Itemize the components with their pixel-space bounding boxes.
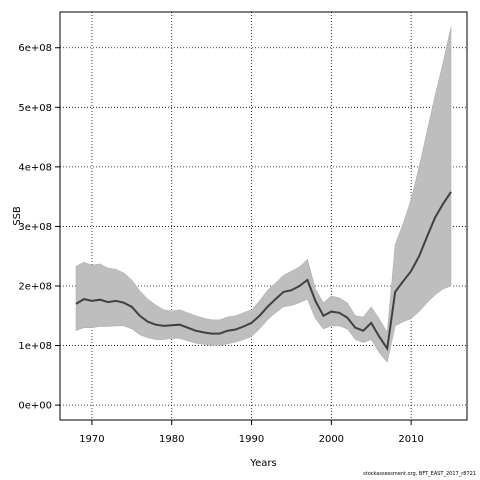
source-note: stockassessment.org, BFT_EAST_2017_r8721 [363, 471, 476, 477]
confidence-band [75, 26, 452, 363]
x-tick-label: 2010 [398, 434, 423, 445]
y-tick-label: 2e+08 [18, 281, 52, 292]
x-tick-label: 1970 [79, 434, 104, 445]
ssb-line [75, 191, 452, 352]
x-axis: 1970 1980 1990 2000 2010 [79, 420, 424, 445]
y-tick-label: 5e+08 [18, 103, 52, 114]
plot-frame [59, 11, 468, 421]
x-tick-label: 1980 [159, 434, 184, 445]
y-tick-label: 1e+08 [18, 341, 52, 352]
y-tick-label: 6e+08 [18, 43, 52, 54]
y-axis: 0e+00 1e+08 2e+08 3e+08 4e+08 5e+08 6e+08 [18, 43, 60, 412]
y-tick-label: 3e+08 [18, 222, 52, 233]
y-axis-title: SSB [12, 206, 23, 226]
x-tick-label: 1990 [239, 434, 264, 445]
x-tick-label: 2000 [319, 434, 344, 445]
y-tick-label: 0e+00 [18, 401, 52, 412]
y-tick-label: 4e+08 [18, 162, 52, 173]
x-axis-title: Years [249, 458, 276, 469]
